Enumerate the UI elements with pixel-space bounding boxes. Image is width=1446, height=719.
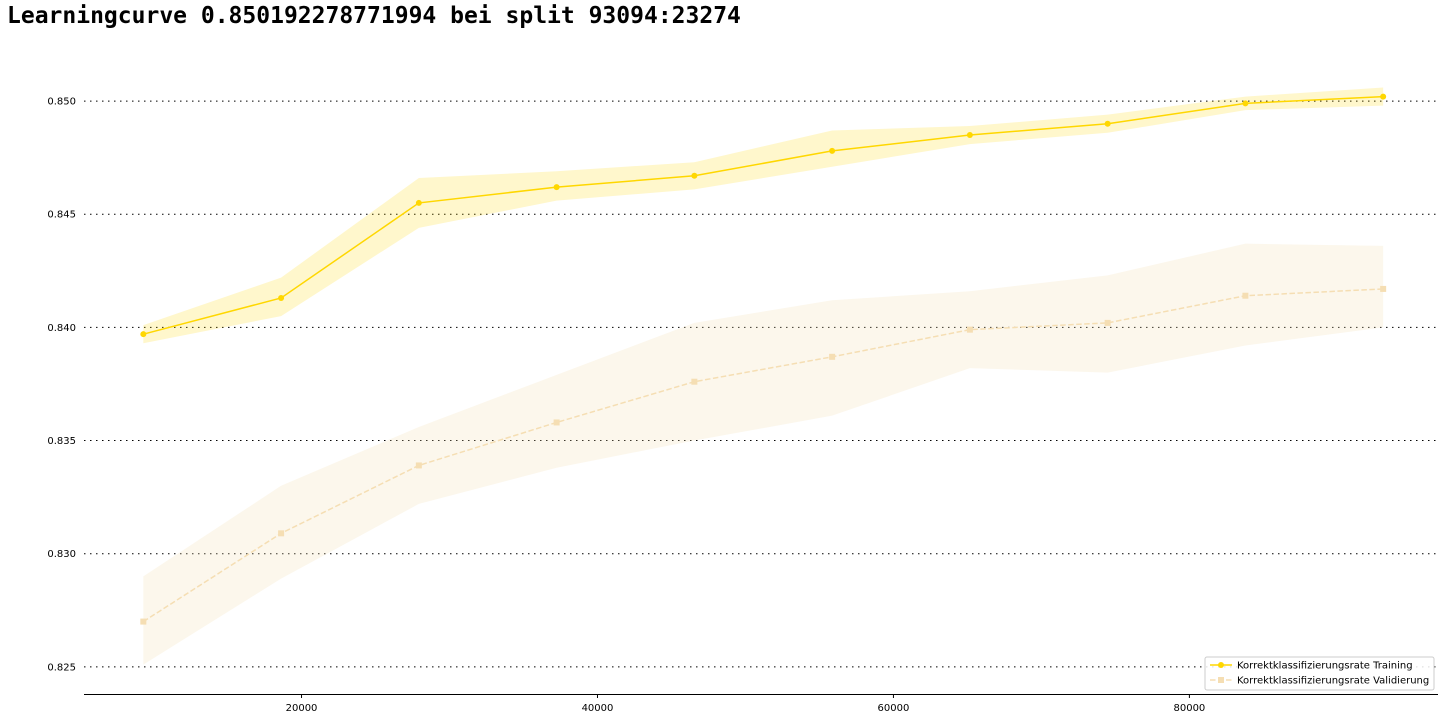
legend-validation-label: Korrektklassifizierungsrate Validierung <box>1237 676 1429 687</box>
y-tick-label: 0.835 <box>47 436 76 447</box>
legend-training-marker <box>1218 662 1224 668</box>
validation-point <box>1380 286 1386 292</box>
y-tick-label: 0.850 <box>47 97 76 108</box>
y-axis-ticks: 0.825 0.830 0.835 0.840 0.845 0.850 <box>47 97 76 674</box>
x-tick-label: 20000 <box>286 703 318 714</box>
training-point <box>967 132 973 138</box>
y-tick-label: 0.845 <box>47 210 76 221</box>
validation-point <box>829 354 835 360</box>
validation-point <box>278 530 284 536</box>
confidence-bands <box>143 88 1383 665</box>
x-tick-label: 60000 <box>878 703 910 714</box>
x-tick-label: 40000 <box>582 703 614 714</box>
y-tick-label: 0.830 <box>47 549 76 560</box>
validation-point <box>967 327 973 333</box>
validation-point <box>140 619 146 625</box>
y-tick-label: 0.840 <box>47 323 76 334</box>
validation-point <box>1242 293 1248 299</box>
legend-training-label: Korrektklassifizierungsrate Training <box>1237 661 1413 672</box>
validation-point <box>691 379 697 385</box>
x-axis-ticks: 20000 40000 60000 80000 <box>286 694 1206 714</box>
training-point <box>140 331 146 337</box>
validation-point <box>1105 320 1111 326</box>
training-point <box>554 184 560 190</box>
legend: Korrektklassifizierungsrate Training Korr… <box>1205 657 1434 690</box>
training-point <box>1105 121 1111 127</box>
training-point <box>278 295 284 301</box>
legend-validation-marker <box>1218 677 1224 683</box>
x-tick-label: 80000 <box>1173 703 1205 714</box>
training-point <box>416 200 422 206</box>
validation-confidence-band <box>143 244 1383 665</box>
validation-point <box>416 462 422 468</box>
training-point <box>1242 100 1248 106</box>
validation-point <box>554 419 560 425</box>
training-point <box>691 173 697 179</box>
training-point <box>829 148 835 154</box>
training-point <box>1380 94 1386 100</box>
y-tick-label: 0.825 <box>47 662 76 673</box>
